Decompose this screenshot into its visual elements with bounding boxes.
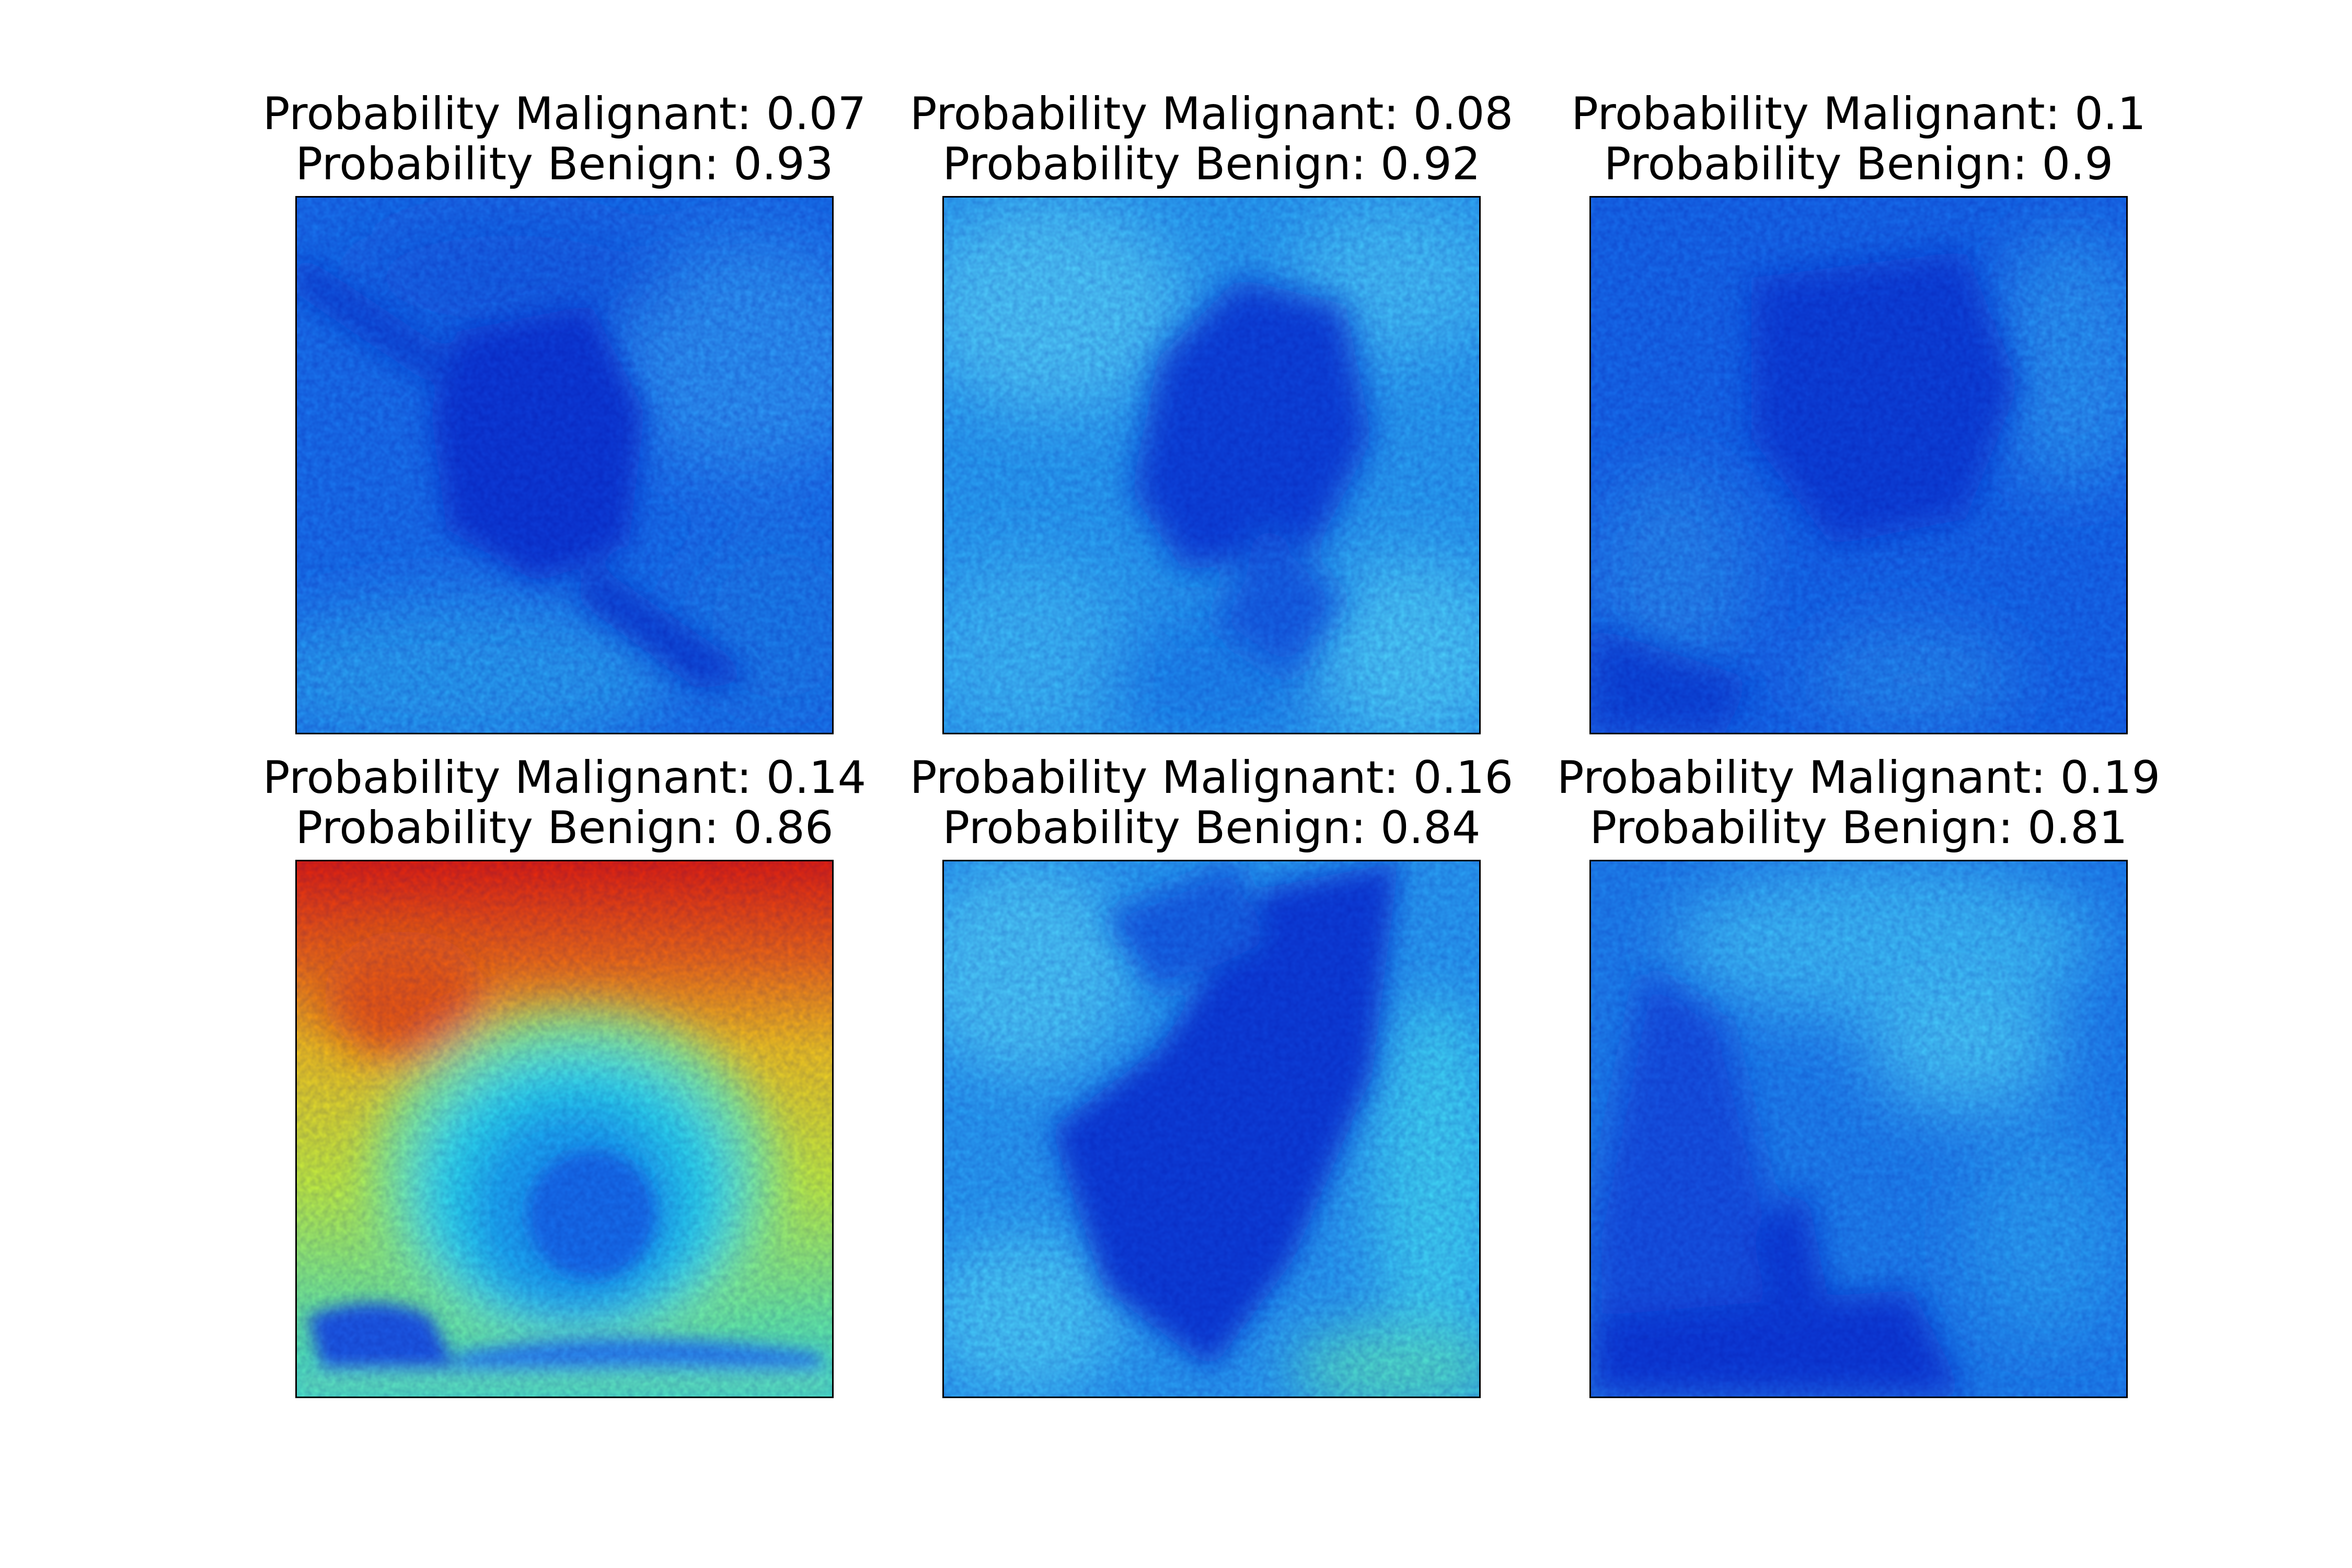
panel-title: Probability Malignant: 0.14 Probability … <box>240 753 889 853</box>
benign-probability-label: Probability Benign: 0.93 <box>295 138 834 190</box>
panel-title: Probability Malignant: 0.07 Probability … <box>240 89 889 189</box>
panel-title: Probability Malignant: 0.1 Probability B… <box>1535 89 2183 189</box>
benign-probability-label: Probability Benign: 0.84 <box>942 802 1481 854</box>
panel-title: Probability Malignant: 0.19 Probability … <box>1535 753 2183 853</box>
lesion-image <box>295 196 834 734</box>
malignant-probability-label: Probability Malignant: 0.16 <box>909 752 1514 804</box>
lesion-image <box>1589 860 2128 1398</box>
benign-probability-label: Probability Benign: 0.81 <box>1589 802 2128 854</box>
lesion-image <box>942 196 1481 734</box>
malignant-probability-label: Probability Malignant: 0.07 <box>262 88 867 140</box>
lesion-image <box>942 860 1481 1398</box>
benign-probability-label: Probability Benign: 0.9 <box>1604 138 2114 190</box>
malignant-probability-label: Probability Malignant: 0.08 <box>909 88 1514 140</box>
benign-probability-label: Probability Benign: 0.86 <box>295 802 834 854</box>
malignant-probability-label: Probability Malignant: 0.1 <box>1571 88 2146 140</box>
malignant-probability-label: Probability Malignant: 0.14 <box>262 752 867 804</box>
benign-probability-label: Probability Benign: 0.92 <box>942 138 1481 190</box>
panel-title: Probability Malignant: 0.08 Probability … <box>887 89 1536 189</box>
panel-title: Probability Malignant: 0.16 Probability … <box>887 753 1536 853</box>
lesion-image <box>295 860 834 1398</box>
lesion-image <box>1589 196 2128 734</box>
malignant-probability-label: Probability Malignant: 0.19 <box>1557 752 2161 804</box>
